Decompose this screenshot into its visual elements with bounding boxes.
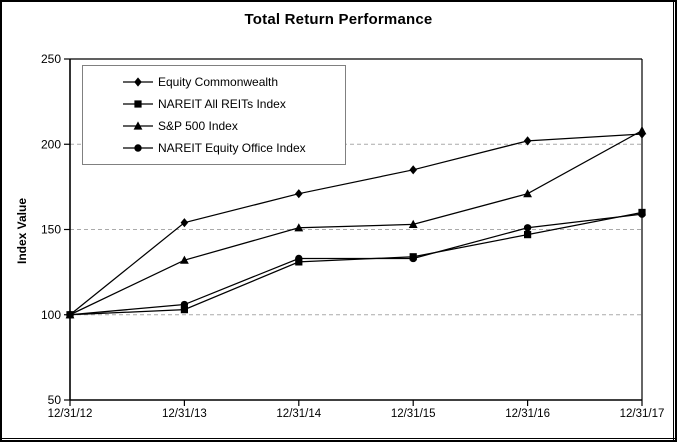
diamond-marker-equity-commonwealth: [523, 136, 532, 146]
legend-label: NAREIT All REITs Index: [158, 97, 286, 111]
legend: Equity Commonwealth NAREIT All REITs Inde…: [82, 65, 346, 165]
diamond-marker-equity-commonwealth: [295, 189, 303, 199]
x-tick-label: 12/31/13: [162, 408, 207, 420]
legend-item-nareit-all-reits-index: NAREIT All REITs Index: [123, 97, 345, 111]
x-tick-label: 12/31/17: [620, 408, 665, 420]
legend-item-equity-commonwealth: Equity Commonwealth: [123, 75, 345, 89]
chart-title: Total Return Performance: [244, 11, 433, 28]
square-marker-icon: [123, 100, 153, 108]
y-tick-label: 250: [41, 52, 61, 66]
series-line-nareit-all-reits-index: [69, 211, 643, 316]
x-tick-label: 12/31/16: [505, 408, 550, 420]
circle-marker-icon: [123, 144, 153, 152]
y-tick-label: 50: [48, 393, 62, 407]
square-marker-nareit-all-reits-index: [180, 306, 188, 314]
diamond-marker-equity-commonwealth: [409, 165, 417, 175]
series-line-nareit-equity-office-index: [69, 213, 643, 316]
figure-border-edge: [2, 438, 675, 439]
triangle-marker-s-p-500-index: [637, 126, 647, 135]
figure-border-edge: [673, 2, 674, 440]
diamond-marker-icon: [123, 77, 153, 87]
legend-label: S&P 500 Index: [158, 119, 238, 133]
x-tick-label: 12/31/15: [391, 408, 436, 420]
legend-item-nareit-equity-office-index: NAREIT Equity Office Index: [123, 141, 345, 155]
legend-item-s-p-500-index: S&P 500 Index: [123, 119, 345, 133]
circle-marker-nareit-equity-office-index: [180, 300, 189, 309]
triangle-marker-icon: [123, 121, 153, 130]
y-tick-label: 200: [41, 137, 61, 151]
x-tick-label: 12/31/14: [276, 408, 321, 420]
square-marker-nareit-all-reits-index: [524, 231, 532, 239]
circle-marker-nareit-equity-office-index: [409, 254, 417, 263]
triangle-marker-s-p-500-index: [180, 255, 189, 264]
circle-marker-nareit-equity-office-index: [295, 254, 303, 263]
x-tick-label: 12/31/12: [48, 408, 93, 420]
circle-marker-nareit-equity-office-index: [638, 210, 646, 218]
triangle-marker-s-p-500-index: [408, 219, 418, 228]
circle-marker-nareit-equity-office-index: [66, 311, 74, 319]
diamond-marker-equity-commonwealth: [180, 218, 189, 228]
series-line-equity-commonwealth: [69, 133, 643, 316]
y-tick-label: 100: [41, 308, 61, 322]
triangle-marker-s-p-500-index: [294, 223, 304, 232]
legend-label: Equity Commonwealth: [158, 75, 279, 89]
series-line-s-p-500-index: [69, 130, 643, 316]
circle-marker-nareit-equity-office-index: [523, 224, 532, 232]
y-tick-label: 150: [41, 223, 61, 237]
legend-label: NAREIT Equity Office Index: [158, 141, 306, 155]
triangle-marker-s-p-500-index: [523, 189, 532, 198]
